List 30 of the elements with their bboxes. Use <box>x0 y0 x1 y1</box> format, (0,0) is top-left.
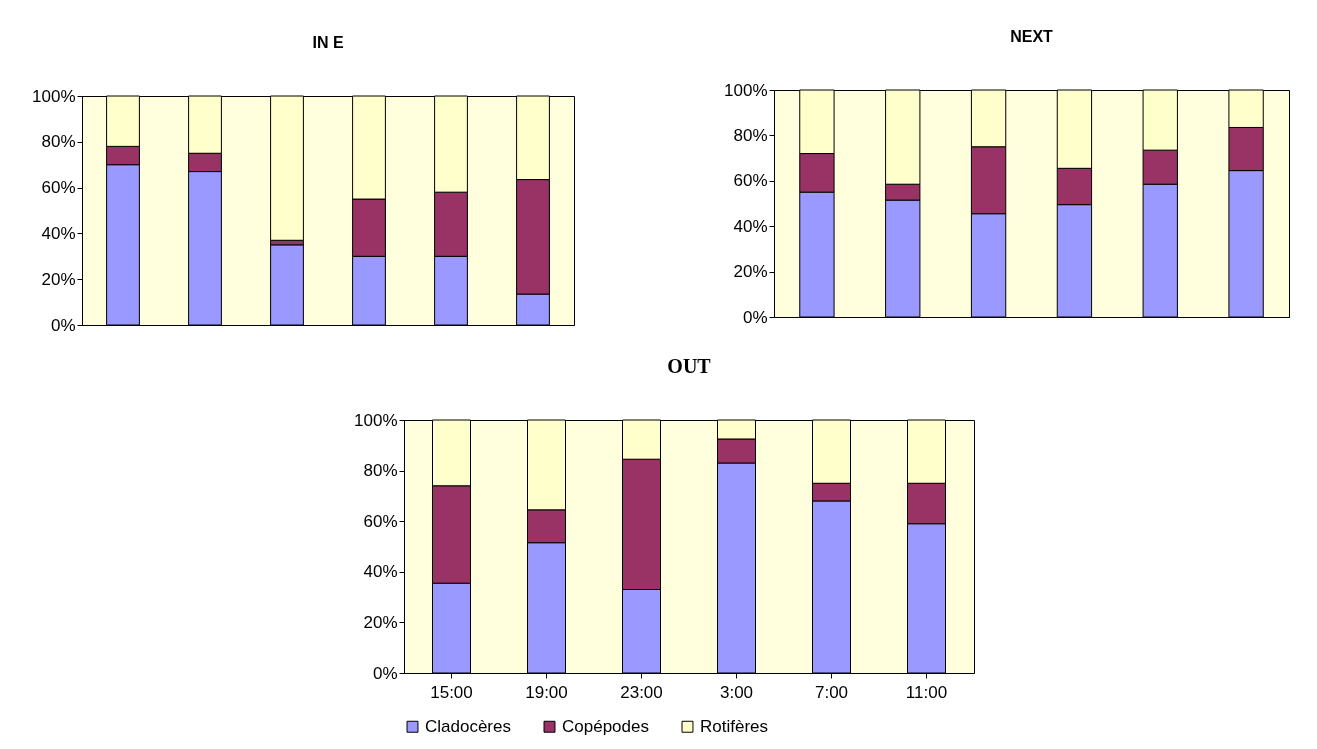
y-tick-label: 40% <box>363 562 398 582</box>
y-tick-label: 60% <box>41 178 76 198</box>
x-tick-label: 11:00 <box>905 682 948 702</box>
y-tick-label: 60% <box>363 511 398 531</box>
x-tick-label: 23:00 <box>620 682 663 702</box>
y-tick-label: 60% <box>733 171 768 191</box>
x-tick-label: 3:00 <box>719 682 754 702</box>
y-tick-label: 80% <box>733 125 768 145</box>
legend-label: Rotifères <box>700 716 769 736</box>
x-tick-label: 7:00 <box>814 682 849 702</box>
y-tick-label: 40% <box>41 223 76 243</box>
y-tick-label: 0% <box>372 663 398 683</box>
x-tick-label: 15:00 <box>430 682 473 702</box>
y-tick-label: 0% <box>742 307 768 327</box>
y-tick-label: 80% <box>41 132 76 152</box>
y-tick-label: 40% <box>733 216 768 236</box>
y-tick-label: 20% <box>363 612 398 632</box>
y-tick-label: 100% <box>724 80 768 100</box>
y-tick-label: 20% <box>733 262 768 282</box>
x-tick-label: 19:00 <box>525 682 568 702</box>
chart-title: IN E <box>312 34 344 51</box>
legend-label: Cladocères <box>425 716 511 736</box>
y-tick-label: 0% <box>50 315 76 335</box>
chart-title: OUT <box>667 355 712 377</box>
y-tick-label: 100% <box>32 86 76 106</box>
chart-title: NEXT <box>1010 28 1054 45</box>
y-tick-label: 80% <box>363 461 398 481</box>
legend-label: Copépodes <box>562 716 649 736</box>
y-tick-label: 100% <box>354 410 398 430</box>
y-tick-label: 20% <box>41 269 76 289</box>
